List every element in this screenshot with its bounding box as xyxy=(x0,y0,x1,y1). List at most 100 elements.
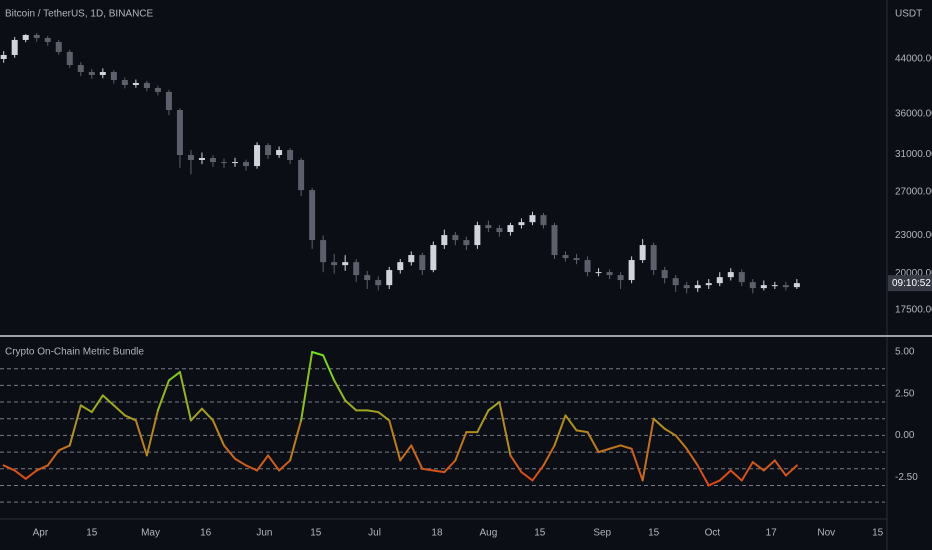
candle-body xyxy=(110,71,117,81)
indicator-segment xyxy=(520,471,534,482)
indicator-segment xyxy=(245,464,259,472)
x-tick-label: 16 xyxy=(200,528,212,539)
indicator-segment xyxy=(432,469,446,474)
indicator-segment xyxy=(597,447,611,454)
candle-body xyxy=(198,158,205,160)
candle-body xyxy=(540,215,547,226)
y-tick-label: -2.50 xyxy=(895,472,918,483)
candle-body xyxy=(672,278,679,286)
candle-body xyxy=(628,260,635,281)
indicator-segment xyxy=(123,414,137,422)
candle-body xyxy=(606,272,613,276)
candle-body xyxy=(749,282,756,289)
candle-body xyxy=(529,215,536,223)
x-tick-label: Sep xyxy=(593,528,611,539)
candle-body xyxy=(232,162,239,164)
indicator-segment xyxy=(311,351,325,357)
candle-body xyxy=(650,245,657,271)
indicator-segment xyxy=(685,447,699,467)
candle-body xyxy=(221,162,228,164)
x-tick-label: Aug xyxy=(480,528,498,539)
indicator-segment xyxy=(267,454,281,472)
indicator-segment xyxy=(333,379,347,402)
candle-body xyxy=(705,283,712,286)
indicator-segment xyxy=(134,419,148,457)
candle-body xyxy=(507,225,514,233)
y-tick-label: 27000.00 xyxy=(895,187,932,198)
candle-body xyxy=(760,285,767,289)
x-tick-label: 15 xyxy=(310,528,322,539)
indicator-segment xyxy=(751,461,765,472)
y-tick-label: 36000.00 xyxy=(895,108,932,119)
indicator-segment xyxy=(79,404,93,414)
candle-body xyxy=(452,235,459,241)
indicator-segment xyxy=(167,371,181,382)
indicator-segment xyxy=(630,447,644,482)
candle-body xyxy=(584,260,591,273)
y-tick-label: 5.00 xyxy=(895,347,915,358)
indicator-segment xyxy=(410,444,424,470)
indicator-segment xyxy=(619,444,633,450)
indicator-segment xyxy=(178,371,192,422)
indicator-segment xyxy=(498,401,512,457)
indicator-segment xyxy=(256,454,270,472)
candle-body xyxy=(551,225,558,256)
x-tick-label: 15 xyxy=(872,528,884,539)
candle-body xyxy=(639,245,646,261)
countdown: 09:10:52 xyxy=(892,278,931,289)
indicator-segment xyxy=(443,459,457,474)
indicator-segment xyxy=(189,407,203,422)
x-tick-label: Nov xyxy=(817,528,835,539)
indicator-segment xyxy=(608,444,622,450)
candle-body xyxy=(44,37,51,42)
indicator-segment xyxy=(211,419,226,447)
candle-body xyxy=(518,222,525,226)
indicator-segment xyxy=(674,434,688,450)
indicator-segment xyxy=(399,444,413,462)
indicator-segment xyxy=(564,414,578,432)
candle-body xyxy=(243,162,250,167)
indicator-segment xyxy=(2,464,16,472)
candle-body xyxy=(132,82,139,86)
candle-body xyxy=(408,255,415,263)
candle-body xyxy=(430,245,437,271)
candle-body xyxy=(0,55,7,59)
indicator-segment xyxy=(718,469,732,482)
indicator-segment xyxy=(322,354,336,382)
indicator-segment xyxy=(509,454,523,474)
indicator-segment xyxy=(762,459,776,472)
candle-body xyxy=(782,285,789,288)
y-tick-label: 17500.00 xyxy=(895,305,932,316)
candle-body xyxy=(683,285,690,289)
indicator-segment xyxy=(90,394,104,414)
candle-body xyxy=(99,71,106,75)
x-tick-label: 15 xyxy=(534,528,546,539)
countdown-box xyxy=(888,275,932,292)
indicator-segment xyxy=(112,404,126,417)
indicator-segment xyxy=(707,479,721,487)
candle-body xyxy=(309,190,316,241)
indicator-segment xyxy=(729,469,743,482)
indicator-segment xyxy=(24,469,38,480)
x-tick-label: Apr xyxy=(33,528,49,539)
x-tick-label: 18 xyxy=(431,528,443,539)
candle-body xyxy=(187,155,194,160)
candle-body xyxy=(727,272,734,278)
indicator-segment xyxy=(223,444,237,460)
price-unit: USDT xyxy=(895,9,922,20)
candle-body xyxy=(738,272,745,283)
x-tick-label: Jul xyxy=(368,528,381,539)
indicator-segment xyxy=(156,379,170,412)
candle-body xyxy=(793,283,800,288)
candle-body xyxy=(320,240,327,263)
candle-body xyxy=(386,270,393,286)
candle-body xyxy=(573,258,580,261)
candle-body xyxy=(661,270,668,279)
candle-body xyxy=(176,110,183,156)
indicator-segment xyxy=(487,401,501,412)
indicator-segment xyxy=(344,399,358,412)
symbol-title: Bitcoin / TetherUS, 1D, BINANCE xyxy=(5,9,154,20)
indicator-segment xyxy=(740,461,754,482)
